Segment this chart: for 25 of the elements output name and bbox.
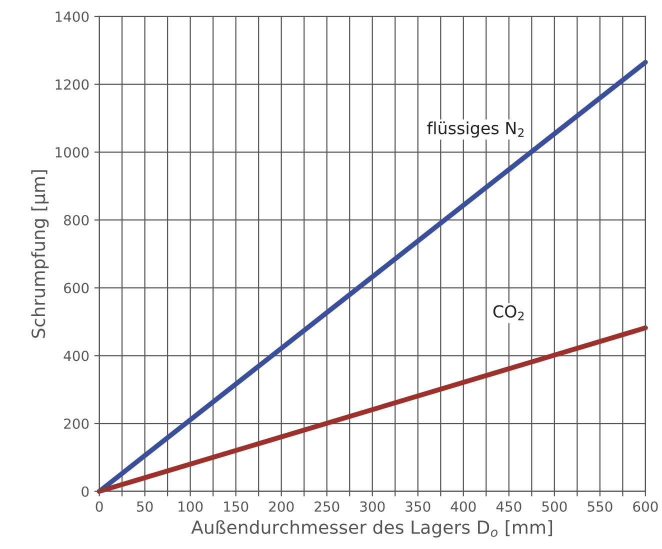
x-tick-label: 550 <box>588 501 612 512</box>
x-tick-label: 200 <box>269 501 294 512</box>
y-tick-label: 600 <box>64 282 89 294</box>
x-tick-label: 500 <box>542 501 567 512</box>
x-axis-title: Außendurchmesser des Lagers D$_{o}$ [mm] <box>191 520 552 538</box>
x-tick-label: 350 <box>406 501 430 512</box>
x-tick-label: 400 <box>450 501 476 512</box>
y-tick-label: 1200 <box>56 79 89 90</box>
x-tick-label: 0 <box>96 501 103 512</box>
y-tick-label: 0 <box>82 486 89 497</box>
text: CO$_{2}$ <box>493 305 524 320</box>
y-tick-label: 800 <box>64 214 89 226</box>
y-tick-label: 400 <box>64 350 89 362</box>
y-tick-label: 1000 <box>56 147 89 158</box>
series-label: flüssiges N$_{2}$ <box>427 122 524 138</box>
x-tick-label: 250 <box>314 501 340 512</box>
x-tick-label: 50 <box>137 501 153 512</box>
x-tick-label: 450 <box>496 501 522 512</box>
x-tick-label: 600 <box>633 501 658 512</box>
x-tick-label: 100 <box>178 501 203 512</box>
y-axis-title: Schrumpfung [µm] <box>31 170 49 338</box>
x-tick-label: 300 <box>360 501 385 512</box>
y-tick-label: 200 <box>64 418 89 429</box>
x-tick-label: 150 <box>224 501 248 512</box>
y-tick-label: 1400 <box>56 11 89 22</box>
